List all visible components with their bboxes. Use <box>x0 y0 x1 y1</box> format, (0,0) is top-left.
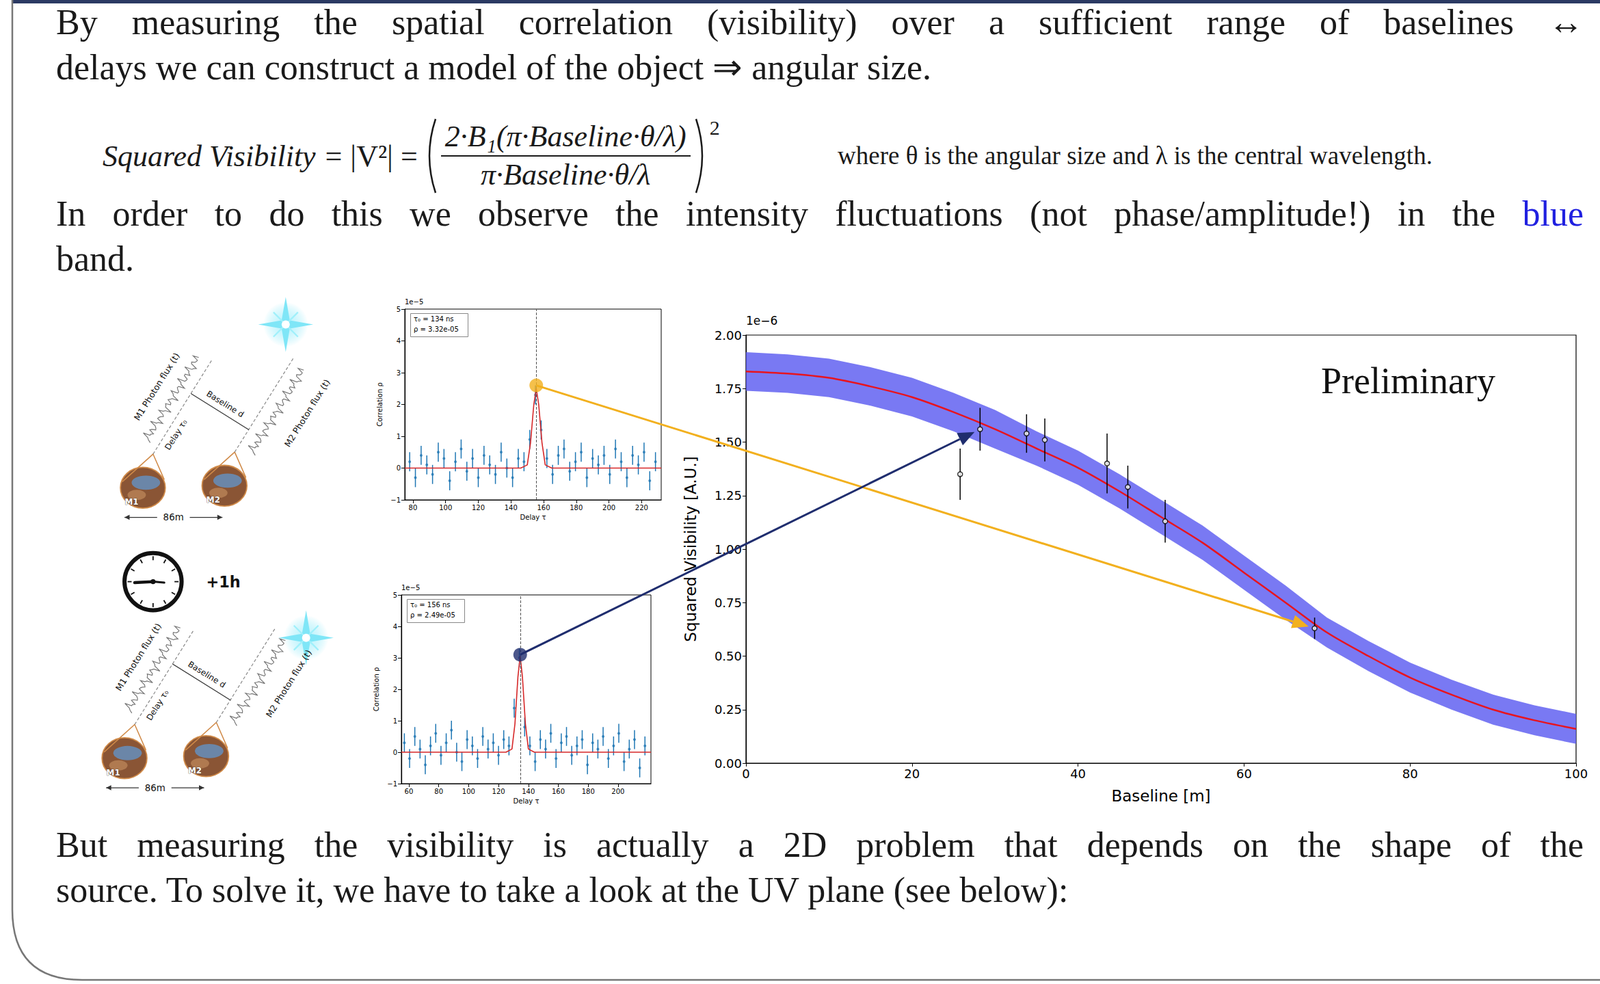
svg-text:Correlation ρ: Correlation ρ <box>372 667 381 712</box>
svg-text:200: 200 <box>611 787 625 796</box>
svg-text:τ₀ = 156 ns: τ₀ = 156 ns <box>410 601 451 609</box>
html-text:2·B₁(π·Baseline·θ/λ): 2·B₁(π·Baseline·θ/λ) <box>444 119 687 154</box>
svg-text:0: 0 <box>396 464 401 472</box>
svg-text:220: 220 <box>635 503 649 512</box>
svg-text:5: 5 <box>396 305 401 314</box>
svg-text:1.00: 1.00 <box>714 542 742 557</box>
svg-text:1e−6: 1e−6 <box>745 313 778 328</box>
svg-text:1: 1 <box>396 432 401 441</box>
svg-text:100: 100 <box>1564 766 1588 781</box>
svg-text:M2: M2 <box>188 765 202 776</box>
svg-text:Squared Visibility [A.U.]: Squared Visibility [A.U.] <box>681 456 700 642</box>
svg-text:0.50: 0.50 <box>714 648 742 664</box>
svg-text:ρ = 2.49e-05: ρ = 2.49e-05 <box>410 611 456 619</box>
svg-text:86m: 86m <box>144 782 166 794</box>
svg-text:80: 80 <box>434 787 444 796</box>
svg-text:1e−5: 1e−5 <box>404 298 424 306</box>
svg-text:M1: M1 <box>124 497 139 507</box>
svg-text:100: 100 <box>462 787 476 796</box>
svg-text:80: 80 <box>408 503 418 512</box>
html-text:In order to do this we observe: In order to do this we observe the inten… <box>56 194 1584 234</box>
svg-text:4: 4 <box>396 337 401 345</box>
html-text:where θ is the angular size an: where θ is the angular size and λ is the… <box>837 141 1433 170</box>
svg-text:Baseline d: Baseline d <box>204 389 246 420</box>
svg-text:−1: −1 <box>387 780 398 788</box>
svg-text:1.75: 1.75 <box>714 381 742 396</box>
svg-text:ρ = 3.32e-05: ρ = 3.32e-05 <box>413 325 459 333</box>
svg-text:0: 0 <box>393 748 398 757</box>
html-text:But measuring the visibility i: But measuring the visibility is actually… <box>56 825 1584 865</box>
svg-text:M1 Photon flux (t): M1 Photon flux (t) <box>131 350 182 422</box>
svg-text:−1: −1 <box>390 496 401 504</box>
svg-text:200: 200 <box>602 503 616 512</box>
svg-text:Delay τ₀: Delay τ₀ <box>162 417 189 452</box>
svg-text:Correlation ρ: Correlation ρ <box>376 382 384 427</box>
svg-text:140: 140 <box>504 503 518 512</box>
svg-text:1.50: 1.50 <box>714 434 742 450</box>
svg-text:120: 120 <box>471 503 485 512</box>
svg-text:+1h: +1h <box>205 572 240 591</box>
svg-text:1: 1 <box>393 717 398 725</box>
svg-text:140: 140 <box>521 787 535 796</box>
svg-text:Delay τ: Delay τ <box>520 513 547 522</box>
svg-text:3: 3 <box>396 369 401 377</box>
svg-text:60: 60 <box>404 787 414 796</box>
html-text:source. To solve it, we have t: source. To solve it, we have to take a l… <box>56 870 1069 910</box>
svg-text:86m: 86m <box>163 512 184 523</box>
svg-text:M1: M1 <box>106 767 121 778</box>
svg-text:0.75: 0.75 <box>714 595 742 610</box>
html-text:delays we can construct a mode: delays we can construct a model of the o… <box>56 47 932 87</box>
svg-text:M1 Photon flux (t): M1 Photon flux (t) <box>113 621 164 693</box>
html-text:2: 2 <box>709 116 720 139</box>
svg-text:2.00: 2.00 <box>714 328 742 343</box>
svg-text:0.00: 0.00 <box>714 756 742 771</box>
svg-text:Delay τ: Delay τ <box>513 797 540 805</box>
svg-text:120: 120 <box>492 787 506 796</box>
svg-text:Preliminary: Preliminary <box>1321 360 1496 402</box>
svg-text:180: 180 <box>581 787 595 796</box>
svg-text:4: 4 <box>393 622 398 631</box>
html-text:By measuring the spatial corre: By measuring the spatial correlation (vi… <box>56 2 1584 42</box>
svg-text:80: 80 <box>1402 766 1419 781</box>
svg-text:1.25: 1.25 <box>714 488 742 503</box>
svg-text:M2 Photon flux (t): M2 Photon flux (t) <box>282 377 333 449</box>
svg-text:Delay τ₀: Delay τ₀ <box>144 687 171 723</box>
svg-text:100: 100 <box>438 503 452 512</box>
svg-text:2: 2 <box>393 685 398 694</box>
svg-text:160: 160 <box>536 503 550 512</box>
svg-text:M2 Photon flux (t): M2 Photon flux (t) <box>263 647 314 719</box>
html-text:band.: band. <box>56 239 135 279</box>
svg-text:M2: M2 <box>206 495 221 505</box>
svg-text:1e−5: 1e−5 <box>401 583 420 592</box>
svg-text:Baseline [m]: Baseline [m] <box>1111 787 1211 805</box>
svg-text:3: 3 <box>393 654 398 662</box>
svg-text:0.25: 0.25 <box>714 702 742 717</box>
svg-text:Baseline d: Baseline d <box>186 659 228 690</box>
html-text:π·Baseline·θ/λ: π·Baseline·θ/λ <box>480 157 651 192</box>
html-text:Squared Visibility = |V²| =: Squared Visibility = |V²| = <box>102 139 418 173</box>
svg-text:2: 2 <box>396 400 401 409</box>
svg-text:0: 0 <box>741 766 750 781</box>
svg-text:20: 20 <box>903 766 920 781</box>
svg-text:160: 160 <box>551 787 565 796</box>
svg-text:180: 180 <box>569 503 583 512</box>
svg-text:40: 40 <box>1070 766 1086 781</box>
svg-text:5: 5 <box>393 591 398 599</box>
svg-text:60: 60 <box>1236 766 1252 781</box>
svg-text:τ₀ = 134 ns: τ₀ = 134 ns <box>413 315 455 323</box>
